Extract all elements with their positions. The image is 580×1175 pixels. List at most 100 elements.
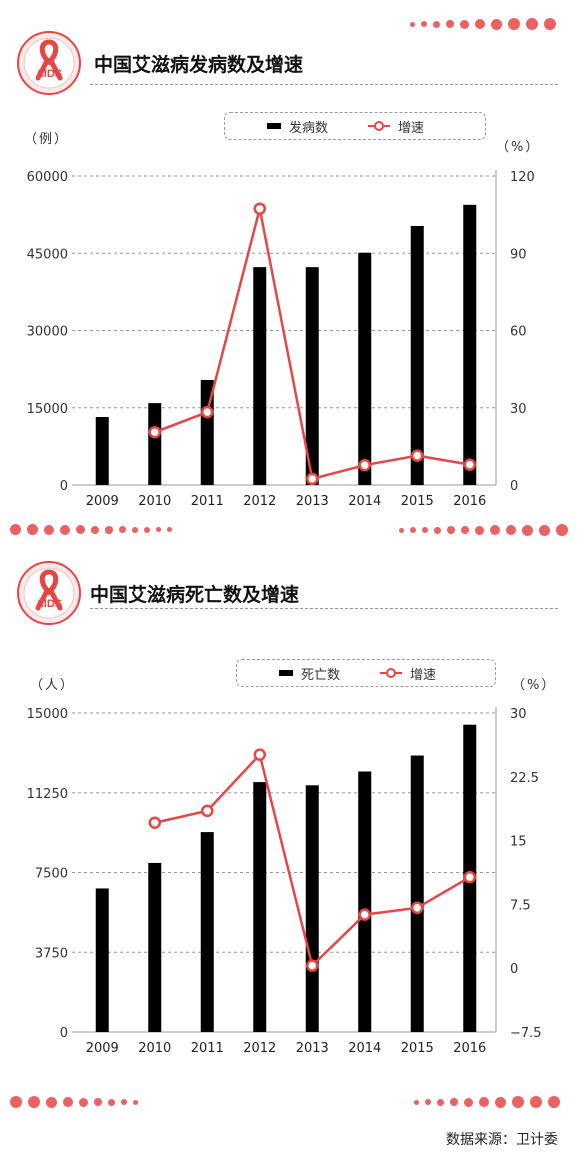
data-source: 数据来源：卫计委	[446, 1132, 558, 1148]
bar	[200, 379, 214, 485]
x-tick-label: 2014	[348, 1041, 381, 1056]
x-tick-label: 2011	[191, 1041, 224, 1056]
decor-dot	[414, 1099, 419, 1105]
decor-dot	[421, 21, 427, 27]
bottom-dots-left	[10, 1096, 138, 1108]
right-tick-label: 7.5	[510, 898, 531, 913]
right-tick-label: 15	[510, 835, 527, 850]
decor-dot	[433, 20, 440, 28]
decor-dot	[508, 18, 520, 30]
decor-dot	[544, 18, 556, 30]
bar	[463, 204, 477, 485]
middle-dots-right	[399, 524, 568, 536]
bar	[305, 785, 319, 1032]
x-tick-label: 2013	[296, 1041, 329, 1056]
decor-dot	[464, 1097, 473, 1107]
left-tick-label: 0	[60, 1026, 68, 1041]
decor-dot	[10, 1096, 22, 1108]
line-point	[358, 908, 371, 921]
line-point	[201, 405, 214, 419]
x-tick-label: 2009	[86, 494, 119, 509]
decor-dot	[506, 525, 516, 535]
right-tick-label: 30	[510, 402, 527, 417]
bar	[148, 862, 162, 1032]
decor-dot	[10, 524, 21, 535]
decor-dot	[495, 1096, 506, 1108]
title-rule	[90, 608, 558, 609]
right-tick-label: 0	[510, 962, 518, 977]
left-tick-label: 60000	[27, 170, 68, 185]
decor-dot	[119, 526, 126, 533]
decor-dot	[526, 18, 538, 30]
line-point	[253, 202, 266, 215]
legend-line-item: 增速	[368, 117, 424, 136]
x-tick-label: 2010	[138, 1041, 171, 1056]
x-tick-label: 2014	[348, 494, 381, 509]
decor-dot	[76, 525, 85, 534]
decor-dot	[63, 1097, 73, 1107]
decor-dot	[512, 1096, 524, 1108]
line-point	[201, 804, 214, 818]
title-rule	[90, 84, 558, 85]
bottom-dots-right	[414, 1096, 560, 1108]
left-axis-unit: （例）	[24, 132, 70, 147]
chart-legend: 发病数 增速	[224, 112, 486, 140]
decor-dot	[447, 526, 455, 534]
decor-dot	[28, 1096, 40, 1108]
decor-dot	[490, 525, 500, 535]
bar	[305, 267, 319, 485]
decor-dot	[434, 526, 441, 534]
deaths-chart: 0 3750 7500 11250 15000 −7.5 0 7.5 15 22.5 30 2009 2…	[27, 707, 542, 1056]
decor-dot	[105, 525, 113, 534]
decor-dot	[46, 1096, 57, 1108]
incidence-chart: 0 15000 30000 45000 60000 0 30 60 90 120 2009 2010 2…	[27, 170, 535, 509]
decor-dot	[156, 527, 161, 532]
line-point	[411, 449, 424, 462]
decor-dot	[167, 527, 172, 532]
bar-swatch-icon	[279, 670, 293, 676]
decor-dot	[79, 1097, 88, 1107]
logo-text: AIDS	[36, 598, 62, 610]
top-dots	[410, 18, 556, 30]
right-tick-label: 30	[510, 707, 527, 722]
bar	[253, 782, 267, 1032]
left-tick-label: 45000	[27, 247, 68, 262]
line-marker-icon	[368, 121, 391, 131]
decor-dot	[522, 524, 533, 536]
x-tick-label: 2016	[453, 494, 486, 509]
decor-dot	[491, 18, 502, 30]
chart-legend: 死亡数 增速	[236, 659, 496, 687]
bar	[410, 755, 424, 1032]
left-tick-label: 11250	[27, 787, 68, 802]
legend-line-label: 增速	[398, 120, 425, 136]
decor-dot	[91, 525, 99, 534]
right-tick-label: 0	[510, 479, 518, 494]
decor-dot	[556, 524, 568, 536]
right-tick-label: 120	[510, 170, 535, 185]
legend-bar-item: 发病数	[267, 117, 328, 136]
aids-ribbon-logo: AIDS	[17, 31, 81, 95]
line-point	[463, 870, 476, 884]
bar	[95, 417, 109, 485]
bar	[148, 403, 162, 485]
legend-bar-label: 死亡数	[301, 667, 341, 683]
x-tick-label: 2012	[243, 494, 276, 509]
aids-ribbon-logo: AIDS	[17, 561, 81, 625]
decor-dot	[121, 1099, 127, 1105]
left-axis-unit: （人）	[30, 678, 76, 693]
decor-dot	[60, 524, 70, 535]
decor-dot	[437, 1098, 444, 1106]
left-tick-label: 30000	[27, 325, 68, 340]
bar	[410, 225, 424, 485]
decor-dot	[461, 526, 469, 534]
decor-dot	[94, 1098, 102, 1106]
x-tick-label: 2012	[243, 1041, 276, 1056]
decor-dot	[422, 527, 428, 533]
decor-dot	[108, 1098, 115, 1106]
decor-dot	[479, 1097, 489, 1107]
x-tick-label: 2016	[453, 1041, 486, 1056]
right-tick-label: 22.5	[510, 771, 539, 786]
line-point	[253, 748, 266, 761]
middle-dots-left	[10, 524, 172, 535]
decor-dot	[425, 1099, 431, 1105]
